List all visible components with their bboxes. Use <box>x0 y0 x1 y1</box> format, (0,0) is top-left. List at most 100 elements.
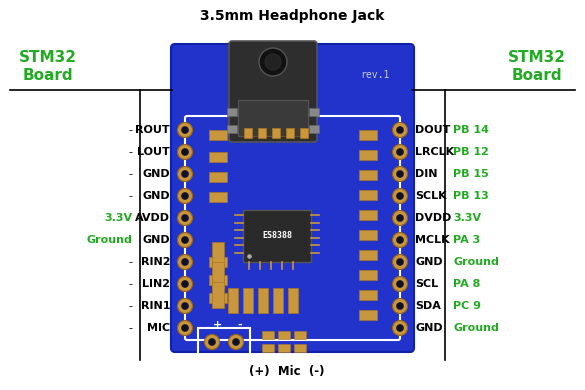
FancyBboxPatch shape <box>171 44 414 352</box>
Bar <box>209 192 227 202</box>
Text: PB 15: PB 15 <box>453 169 488 179</box>
Text: Ground: Ground <box>453 323 499 333</box>
Bar <box>359 250 377 260</box>
Bar <box>359 290 377 300</box>
Bar <box>359 210 377 220</box>
Bar <box>262 344 274 352</box>
Bar <box>258 128 266 138</box>
Text: GND: GND <box>415 257 443 267</box>
Text: -: - <box>128 301 132 311</box>
Bar <box>278 344 290 352</box>
Circle shape <box>177 122 192 138</box>
Text: -: - <box>128 125 132 135</box>
Circle shape <box>393 167 408 181</box>
Circle shape <box>397 236 404 243</box>
Circle shape <box>177 167 192 181</box>
Circle shape <box>397 215 404 222</box>
Text: SCL: SCL <box>415 279 438 289</box>
Text: STM32: STM32 <box>19 50 77 66</box>
Text: PB 14: PB 14 <box>453 125 489 135</box>
Circle shape <box>181 149 188 156</box>
Text: PC 9: PC 9 <box>453 301 481 311</box>
Circle shape <box>205 335 219 349</box>
Text: 3.3V: 3.3V <box>453 213 481 223</box>
Circle shape <box>393 232 408 248</box>
Text: RIN2: RIN2 <box>140 257 170 267</box>
Circle shape <box>397 324 404 331</box>
Bar <box>359 230 377 240</box>
Bar <box>209 172 227 182</box>
Bar <box>294 331 306 339</box>
Text: RIN1: RIN1 <box>140 301 170 311</box>
Text: DIN: DIN <box>415 169 438 179</box>
Text: Board: Board <box>23 67 73 83</box>
Text: AVDD: AVDD <box>135 213 170 223</box>
Text: GND: GND <box>142 169 170 179</box>
Circle shape <box>181 259 188 266</box>
Circle shape <box>181 280 188 287</box>
Text: Ground: Ground <box>86 235 132 245</box>
Bar <box>209 275 227 285</box>
Circle shape <box>177 255 192 269</box>
Text: -: - <box>128 169 132 179</box>
Bar <box>243 210 311 262</box>
Text: 3.5mm Headphone Jack: 3.5mm Headphone Jack <box>200 9 384 23</box>
Circle shape <box>397 303 404 310</box>
Circle shape <box>181 303 188 310</box>
Bar <box>278 331 290 339</box>
Circle shape <box>397 170 404 177</box>
Text: Board: Board <box>512 67 562 83</box>
Circle shape <box>181 126 188 133</box>
Bar <box>243 288 253 313</box>
Circle shape <box>177 211 192 225</box>
Bar <box>359 130 377 140</box>
Text: GND: GND <box>415 323 443 333</box>
Circle shape <box>265 54 281 70</box>
Text: rev.1: rev.1 <box>360 70 390 80</box>
Text: -: - <box>128 191 132 201</box>
Circle shape <box>393 298 408 314</box>
FancyBboxPatch shape <box>229 41 317 142</box>
Bar <box>309 108 319 116</box>
Bar <box>359 170 377 180</box>
Circle shape <box>393 188 408 204</box>
Circle shape <box>397 280 404 287</box>
Text: PB 13: PB 13 <box>453 191 488 201</box>
Text: LIN2: LIN2 <box>142 279 170 289</box>
Bar <box>273 288 283 313</box>
Bar <box>212 262 224 288</box>
Bar <box>309 125 319 133</box>
Circle shape <box>181 215 188 222</box>
Bar <box>209 130 227 140</box>
Text: LRCLK: LRCLK <box>415 147 454 157</box>
Circle shape <box>393 145 408 160</box>
Bar <box>359 310 377 320</box>
Circle shape <box>397 149 404 156</box>
Text: MCLK: MCLK <box>415 235 450 245</box>
Circle shape <box>177 321 192 335</box>
Text: Ground: Ground <box>453 257 499 267</box>
Bar <box>359 190 377 200</box>
Bar <box>359 150 377 160</box>
Text: (+)  Mic  (-): (+) Mic (-) <box>249 365 325 379</box>
Circle shape <box>393 122 408 138</box>
Bar <box>209 293 227 303</box>
Bar <box>209 152 227 162</box>
Bar <box>198 328 250 356</box>
Text: +: + <box>214 320 223 330</box>
Circle shape <box>232 339 239 346</box>
Circle shape <box>397 193 404 200</box>
Circle shape <box>181 324 188 331</box>
Text: GND: GND <box>142 191 170 201</box>
Text: DVDD: DVDD <box>415 213 452 223</box>
Circle shape <box>393 277 408 291</box>
Bar <box>227 125 237 133</box>
Bar <box>300 128 308 138</box>
Text: PA 3: PA 3 <box>453 235 480 245</box>
Bar <box>272 128 280 138</box>
Bar <box>244 128 252 138</box>
Text: -: - <box>128 147 132 157</box>
Bar <box>286 128 294 138</box>
Circle shape <box>177 232 192 248</box>
Text: STM32: STM32 <box>508 50 566 66</box>
